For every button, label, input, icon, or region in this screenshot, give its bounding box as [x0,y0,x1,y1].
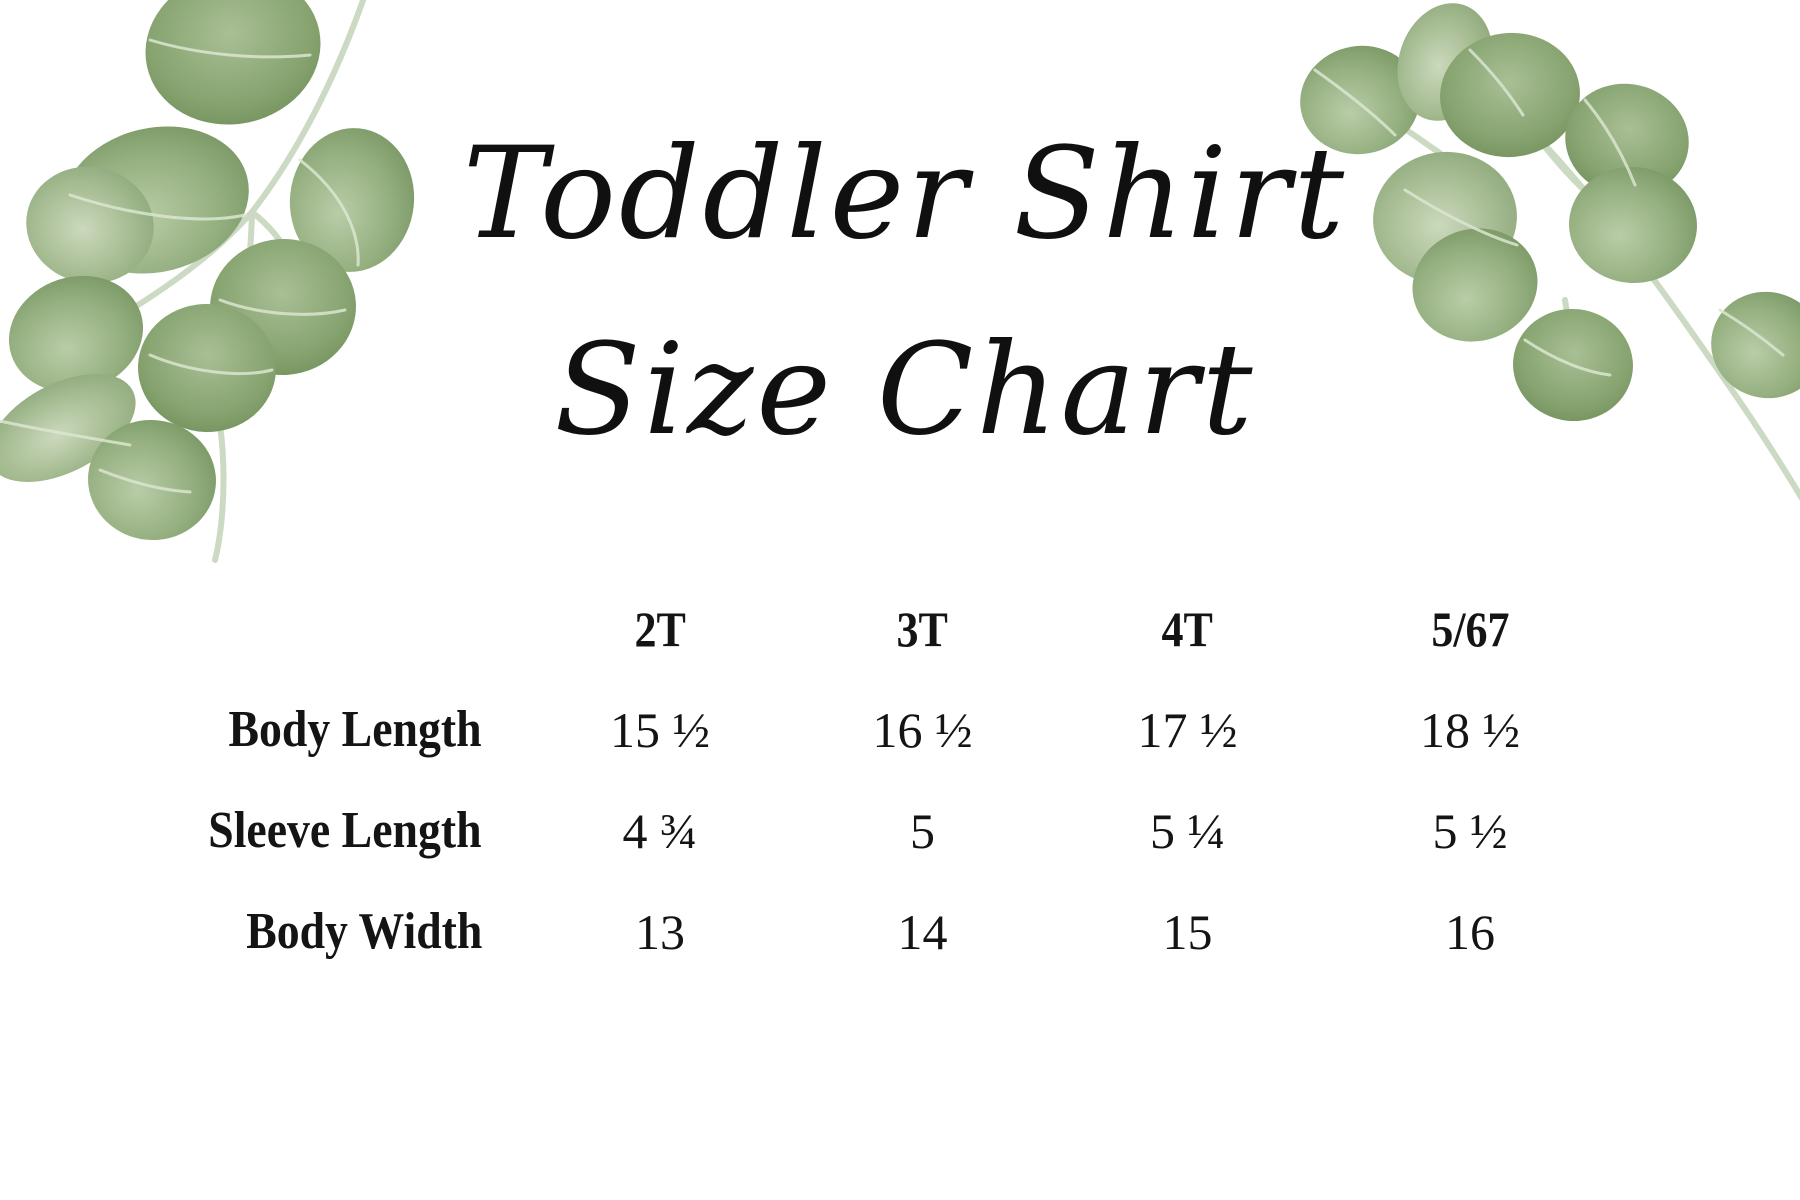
cell-body-width-3t: 14 [897,903,948,960]
title-line-2: Size Chart [554,316,1256,463]
title-line-1: Toddler Shirt [462,120,1348,267]
cell-body-length-2t: 15 ½ [610,701,710,758]
cell-body-width-4t: 15 [1162,903,1213,960]
cell-body-width-5-67: 16 [1445,903,1495,960]
column-header-5-67: 5/67 [1430,600,1510,657]
page-title: Toddler Shirt Size Chart [290,96,1520,488]
cell-body-length-4t: 17 ½ [1137,701,1238,758]
cell-body-width-2t: 13 [635,903,685,960]
size-table: 2T 3T 4T 5/67 Body Length 15 ½ 16 ½ 17 ½… [170,578,1620,982]
cell-sleeve-length-2t: 4 ¾ [622,802,698,859]
column-header-3t: 3T [896,600,949,657]
cell-sleeve-length-5-67: 5 ½ [1432,802,1508,859]
cell-body-length-3t: 16 ½ [872,701,973,758]
cell-sleeve-length-3t: 5 [910,802,935,859]
column-header-4t: 4T [1161,600,1214,657]
row-label-body-length: Body Length [228,701,482,758]
column-header-2t: 2T [634,600,686,657]
cell-sleeve-length-4t: 5 ¼ [1150,802,1225,859]
row-label-body-width: Body Width [245,903,482,960]
cell-body-length-5-67: 18 ½ [1420,701,1520,758]
row-label-sleeve-length: Sleeve Length [208,802,482,859]
